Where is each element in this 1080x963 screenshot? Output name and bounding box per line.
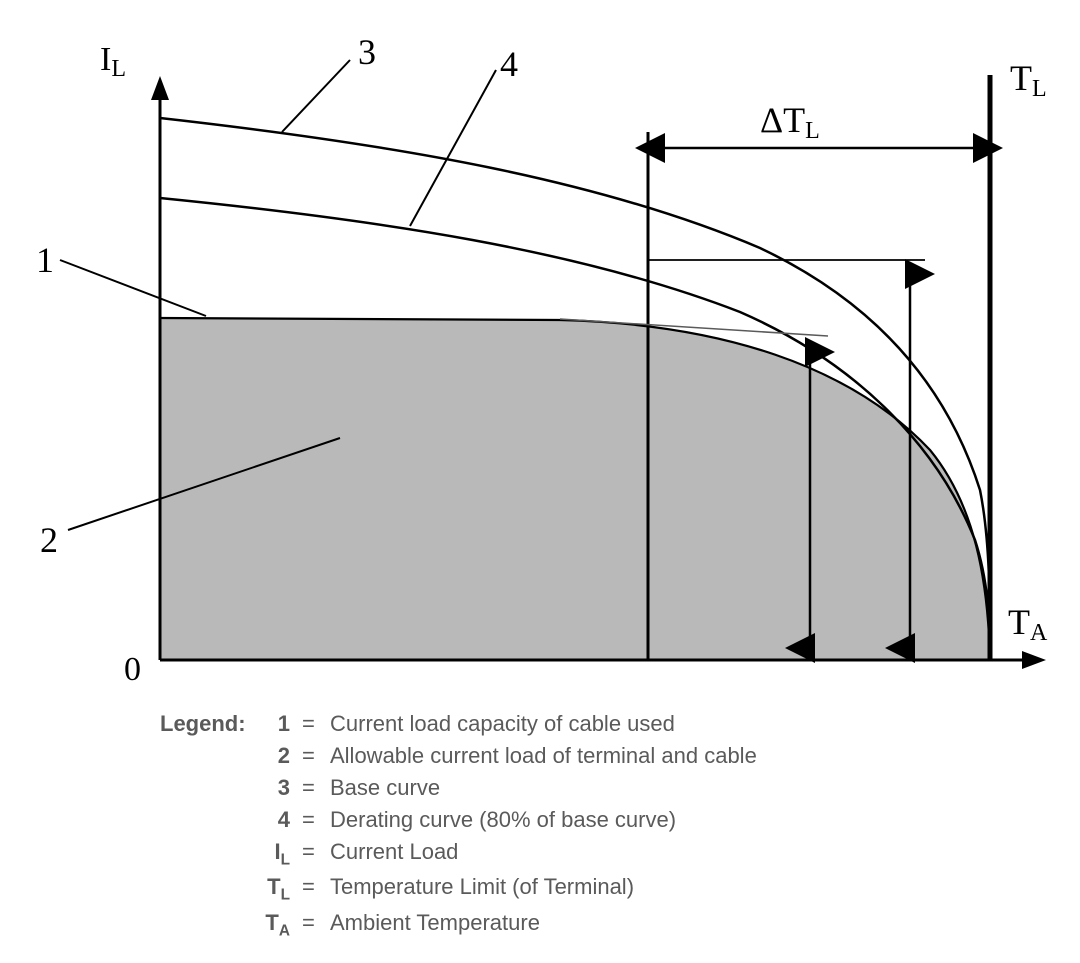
- y-axis-label-sub: L: [111, 56, 126, 82]
- legend-text-TL: Temperature Limit (of Terminal): [330, 871, 634, 907]
- legend-key-IL: IL: [258, 836, 290, 872]
- legend-key-4: 4: [258, 804, 290, 836]
- legend-text-4: Derating curve (80% of base curve): [330, 804, 676, 836]
- legend-key-TA: TA: [258, 907, 290, 943]
- derating-diagram: IL 0 1 2 3 4 ΔTL TL TA: [20, 20, 1060, 700]
- legend-key-TL: TL: [258, 871, 290, 907]
- delta-t-label: ΔTL: [760, 100, 820, 144]
- ta-label: TA: [1008, 602, 1048, 646]
- legend-key-3: 3: [258, 772, 290, 804]
- legend-text-1: Current load capacity of cable used: [330, 708, 675, 740]
- legend-text-2: Allowable current load of terminal and c…: [330, 740, 757, 772]
- y-axis-label: IL: [100, 41, 126, 82]
- label-4: 4: [500, 44, 518, 84]
- y-axis-arrow: [151, 76, 169, 100]
- label-1: 1: [36, 240, 54, 280]
- legend-key-1: 1: [258, 708, 290, 740]
- legend-key-2: 2: [258, 740, 290, 772]
- allowable-region: [160, 318, 990, 660]
- tl-label: TL: [1010, 58, 1047, 102]
- legend-text-TA: Ambient Temperature: [330, 907, 540, 943]
- legend-text-3: Base curve: [330, 772, 440, 804]
- chart-svg: IL 0 1 2 3 4 ΔTL TL TA: [20, 20, 1060, 700]
- label-2: 2: [40, 520, 58, 560]
- legend-title: Legend:: [160, 708, 246, 740]
- x-axis-arrow: [1022, 651, 1046, 669]
- legend: Legend: 1 = Current load capacity of cab…: [160, 708, 1060, 943]
- leader-3: [282, 60, 350, 132]
- leader-1: [60, 260, 206, 316]
- leader-4: [410, 70, 496, 226]
- origin-label: 0: [124, 651, 141, 688]
- label-3: 3: [358, 32, 376, 72]
- legend-text-IL: Current Load: [330, 836, 458, 872]
